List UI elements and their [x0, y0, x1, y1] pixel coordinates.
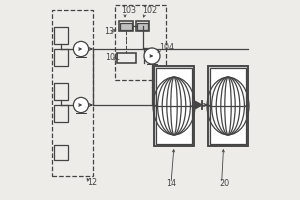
Bar: [154, 66, 194, 146]
Bar: [208, 66, 248, 146]
Text: 14: 14: [167, 179, 176, 188]
Text: 12: 12: [88, 178, 98, 187]
Circle shape: [74, 97, 88, 113]
Circle shape: [74, 41, 88, 57]
Bar: [54, 49, 68, 66]
Bar: [117, 53, 136, 63]
Bar: [210, 68, 246, 144]
Bar: [115, 5, 166, 80]
Bar: [54, 145, 68, 160]
Text: 104: 104: [160, 43, 175, 52]
Circle shape: [144, 48, 160, 64]
Bar: [54, 105, 68, 122]
Text: 101: 101: [106, 53, 121, 62]
Text: 13: 13: [104, 27, 114, 36]
Bar: [54, 27, 68, 44]
Bar: [52, 10, 93, 176]
Polygon shape: [195, 101, 202, 109]
Text: 20: 20: [219, 179, 229, 188]
Bar: [119, 21, 133, 31]
Bar: [156, 68, 192, 144]
Bar: [136, 21, 149, 31]
Text: 102: 102: [142, 6, 158, 15]
Bar: [54, 83, 68, 100]
Bar: [120, 23, 132, 30]
Bar: [137, 23, 148, 30]
Text: 103: 103: [121, 6, 136, 15]
